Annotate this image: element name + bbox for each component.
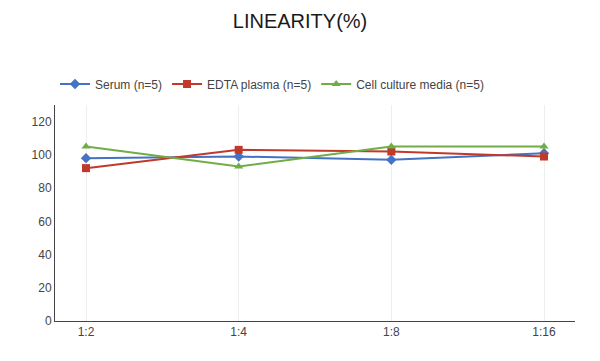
svg-text:1:16: 1:16 <box>532 325 556 339</box>
svg-text:Cell culture media (n=5): Cell culture media (n=5) <box>356 78 484 92</box>
svg-text:Serum (n=5): Serum (n=5) <box>95 78 162 92</box>
svg-text:80: 80 <box>38 181 52 195</box>
svg-text:40: 40 <box>38 248 52 262</box>
svg-text:1:2: 1:2 <box>78 325 95 339</box>
svg-text:20: 20 <box>38 281 52 295</box>
svg-text:1:8: 1:8 <box>383 325 400 339</box>
svg-text:100: 100 <box>32 148 52 162</box>
svg-text:120: 120 <box>32 115 52 129</box>
svg-text:60: 60 <box>38 215 52 229</box>
svg-text:EDTA plasma (n=5): EDTA plasma (n=5) <box>207 78 311 92</box>
svg-text:0: 0 <box>45 314 52 328</box>
svg-text:1:4: 1:4 <box>230 325 247 339</box>
svg-text:LINEARITY(%): LINEARITY(%) <box>233 10 367 32</box>
